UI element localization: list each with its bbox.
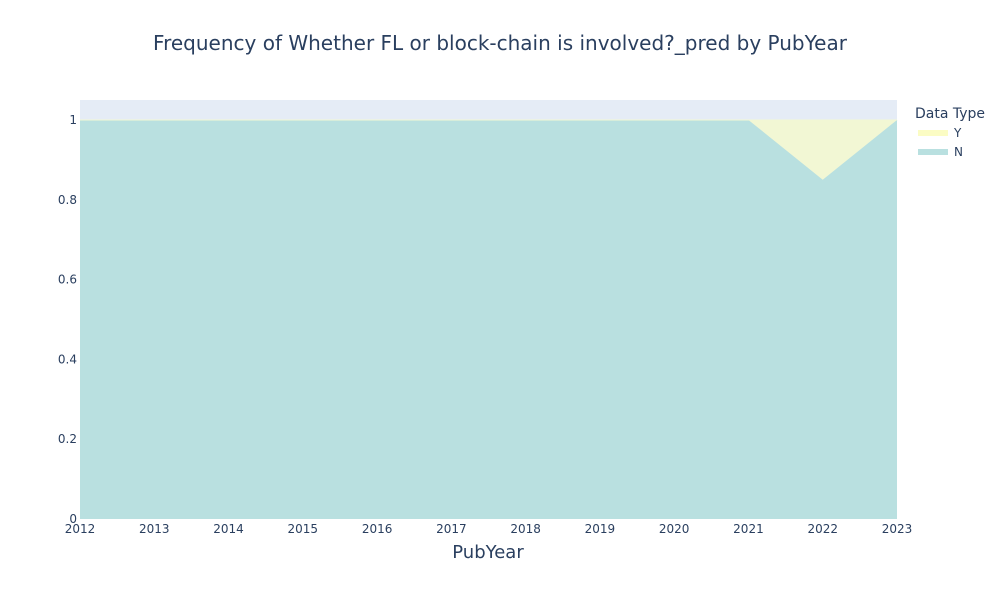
x-tick-label: 2018 [510,522,541,536]
chart-title: Frequency of Whether FL or block-chain i… [153,31,848,55]
y-tick-label: 1 [69,113,77,127]
x-tick-label: 2015 [288,522,319,536]
area-series-N[interactable] [80,119,897,519]
legend-item-N[interactable]: N [918,145,963,159]
x-axis-label: PubYear [452,542,524,563]
legend-swatch [918,130,948,136]
x-tick-label: 2012 [65,522,96,536]
legend-swatch [918,149,948,155]
x-tick-label: 2021 [733,522,764,536]
legend-item-Y[interactable]: Y [918,126,962,140]
legend-label: Y [953,126,962,140]
y-tick-label: 0.6 [58,273,77,287]
y-tick-label: 0.2 [58,432,77,446]
x-tick-label: 2019 [585,522,616,536]
y-tick-label: 0.8 [58,193,77,207]
x-tick-label: 2016 [362,522,393,536]
legend[interactable]: Data Type YN [915,106,985,159]
x-tick-label: 2014 [213,522,244,536]
x-tick-label: 2023 [882,522,913,536]
x-tick-label: 2013 [139,522,170,536]
y-axis-ticks: 0 0.2 0.4 0.6 0.8 1 [58,113,77,526]
x-tick-label: 2020 [659,522,690,536]
x-tick-label: 2017 [436,522,467,536]
y-tick-label: 0.4 [58,352,77,366]
area-series-Y[interactable] [80,119,897,180]
area-series [80,119,898,519]
x-axis-ticks: 2012 2013 2014 2015 2016 2017 2018 2019 2020 2021… [65,522,913,536]
y-tick-label: 0 [69,512,77,526]
legend-label: N [954,145,963,159]
legend-title: Data Type [915,106,985,122]
x-tick-label: 2022 [807,522,838,536]
